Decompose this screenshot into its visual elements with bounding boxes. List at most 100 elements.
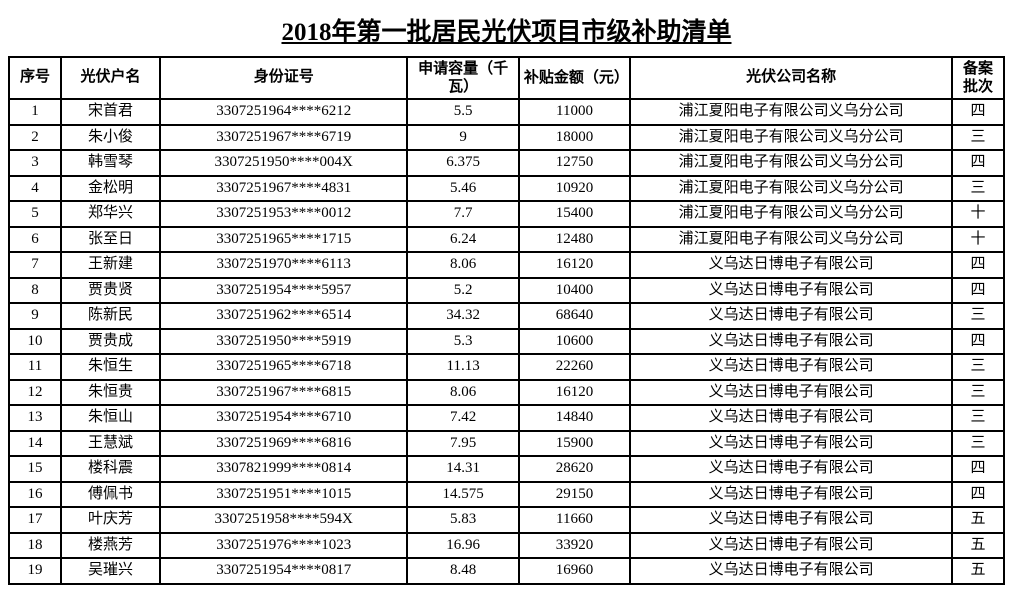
table-row: 4金松明3307251967****48315.4610920浦江夏阳电子有限公… [9,176,1004,202]
cell-batch: 三 [952,176,1004,202]
cell-name: 贾贵贤 [61,278,160,304]
cell-id: 3307251967****4831 [160,176,408,202]
column-header-company: 光伏公司名称 [630,57,952,99]
cell-seq: 10 [9,329,61,355]
cell-batch: 三 [952,303,1004,329]
table-row: 10贾贵成3307251950****59195.310600义乌达日博电子有限… [9,329,1004,355]
cell-batch: 五 [952,507,1004,533]
cell-subsidy: 12750 [519,150,630,176]
table-row: 16傅佩书3307251951****101514.57529150义乌达日博电… [9,482,1004,508]
cell-capacity: 5.5 [407,99,518,125]
cell-subsidy: 14840 [519,405,630,431]
cell-id: 3307251951****1015 [160,482,408,508]
cell-id: 3307251950****5919 [160,329,408,355]
cell-subsidy: 68640 [519,303,630,329]
cell-subsidy: 15900 [519,431,630,457]
page-title: 2018年第一批居民光伏项目市级补助清单 [8,8,1005,56]
cell-capacity: 5.83 [407,507,518,533]
cell-capacity: 8.06 [407,380,518,406]
cell-subsidy: 16120 [519,252,630,278]
cell-capacity: 14.575 [407,482,518,508]
cell-name: 叶庆芳 [61,507,160,533]
column-header-seq: 序号 [9,57,61,99]
column-header-batch: 备案批次 [952,57,1004,99]
cell-name: 傅佩书 [61,482,160,508]
cell-subsidy: 10600 [519,329,630,355]
cell-seq: 4 [9,176,61,202]
cell-capacity: 7.7 [407,201,518,227]
cell-id: 3307251954****6710 [160,405,408,431]
cell-id: 3307251967****6815 [160,380,408,406]
table-row: 14王慧斌3307251969****68167.9515900义乌达日博电子有… [9,431,1004,457]
cell-name: 宋首君 [61,99,160,125]
cell-capacity: 7.95 [407,431,518,457]
cell-company: 浦江夏阳电子有限公司义乌分公司 [630,125,952,151]
table-row: 5郑华兴3307251953****00127.715400浦江夏阳电子有限公司… [9,201,1004,227]
cell-batch: 四 [952,456,1004,482]
cell-company: 浦江夏阳电子有限公司义乌分公司 [630,201,952,227]
cell-capacity: 5.3 [407,329,518,355]
cell-batch: 三 [952,405,1004,431]
cell-capacity: 6.375 [407,150,518,176]
cell-batch: 四 [952,278,1004,304]
cell-subsidy: 28620 [519,456,630,482]
cell-company: 义乌达日博电子有限公司 [630,405,952,431]
table-row: 12朱恒贵3307251967****68158.0616120义乌达日博电子有… [9,380,1004,406]
cell-capacity: 6.24 [407,227,518,253]
cell-seq: 15 [9,456,61,482]
cell-name: 楼科震 [61,456,160,482]
cell-seq: 17 [9,507,61,533]
cell-name: 吴璀兴 [61,558,160,584]
table-row: 13朱恒山3307251954****67107.4214840义乌达日博电子有… [9,405,1004,431]
cell-subsidy: 15400 [519,201,630,227]
cell-company: 义乌达日博电子有限公司 [630,354,952,380]
cell-capacity: 14.31 [407,456,518,482]
cell-name: 郑华兴 [61,201,160,227]
cell-seq: 1 [9,99,61,125]
cell-company: 浦江夏阳电子有限公司义乌分公司 [630,99,952,125]
cell-id: 3307251965****6718 [160,354,408,380]
cell-company: 义乌达日博电子有限公司 [630,303,952,329]
cell-company: 义乌达日博电子有限公司 [630,380,952,406]
cell-capacity: 5.2 [407,278,518,304]
table-row: 1宋首君3307251964****62125.511000浦江夏阳电子有限公司… [9,99,1004,125]
cell-capacity: 5.46 [407,176,518,202]
cell-company: 义乌达日博电子有限公司 [630,507,952,533]
cell-batch: 四 [952,99,1004,125]
cell-name: 朱恒生 [61,354,160,380]
cell-name: 张至日 [61,227,160,253]
table-row: 6张至日3307251965****17156.2412480浦江夏阳电子有限公… [9,227,1004,253]
cell-id: 3307251964****6212 [160,99,408,125]
cell-capacity: 34.32 [407,303,518,329]
cell-batch: 十 [952,201,1004,227]
cell-name: 贾贵成 [61,329,160,355]
cell-name: 朱恒贵 [61,380,160,406]
cell-company: 义乌达日博电子有限公司 [630,431,952,457]
cell-seq: 7 [9,252,61,278]
cell-subsidy: 22260 [519,354,630,380]
subsidy-table: 序号光伏户名身份证号申请容量（千瓦）补贴金额（元）光伏公司名称备案批次 1宋首君… [8,56,1005,585]
cell-seq: 3 [9,150,61,176]
table-row: 18楼燕芳3307251976****102316.9633920义乌达日博电子… [9,533,1004,559]
cell-company: 义乌达日博电子有限公司 [630,558,952,584]
cell-id: 3307251953****0012 [160,201,408,227]
table-row: 3韩雪琴3307251950****004X6.37512750浦江夏阳电子有限… [9,150,1004,176]
cell-company: 义乌达日博电子有限公司 [630,456,952,482]
cell-subsidy: 11000 [519,99,630,125]
cell-company: 浦江夏阳电子有限公司义乌分公司 [630,176,952,202]
cell-company: 义乌达日博电子有限公司 [630,329,952,355]
table-row: 17叶庆芳3307251958****594X5.8311660义乌达日博电子有… [9,507,1004,533]
cell-id: 3307821999****0814 [160,456,408,482]
cell-seq: 9 [9,303,61,329]
table-body: 1宋首君3307251964****62125.511000浦江夏阳电子有限公司… [9,99,1004,584]
cell-seq: 2 [9,125,61,151]
cell-batch: 四 [952,252,1004,278]
cell-subsidy: 12480 [519,227,630,253]
column-header-name: 光伏户名 [61,57,160,99]
cell-name: 金松明 [61,176,160,202]
cell-company: 义乌达日博电子有限公司 [630,252,952,278]
cell-name: 朱小俊 [61,125,160,151]
cell-subsidy: 29150 [519,482,630,508]
table-row: 11朱恒生3307251965****671811.1322260义乌达日博电子… [9,354,1004,380]
cell-batch: 四 [952,150,1004,176]
